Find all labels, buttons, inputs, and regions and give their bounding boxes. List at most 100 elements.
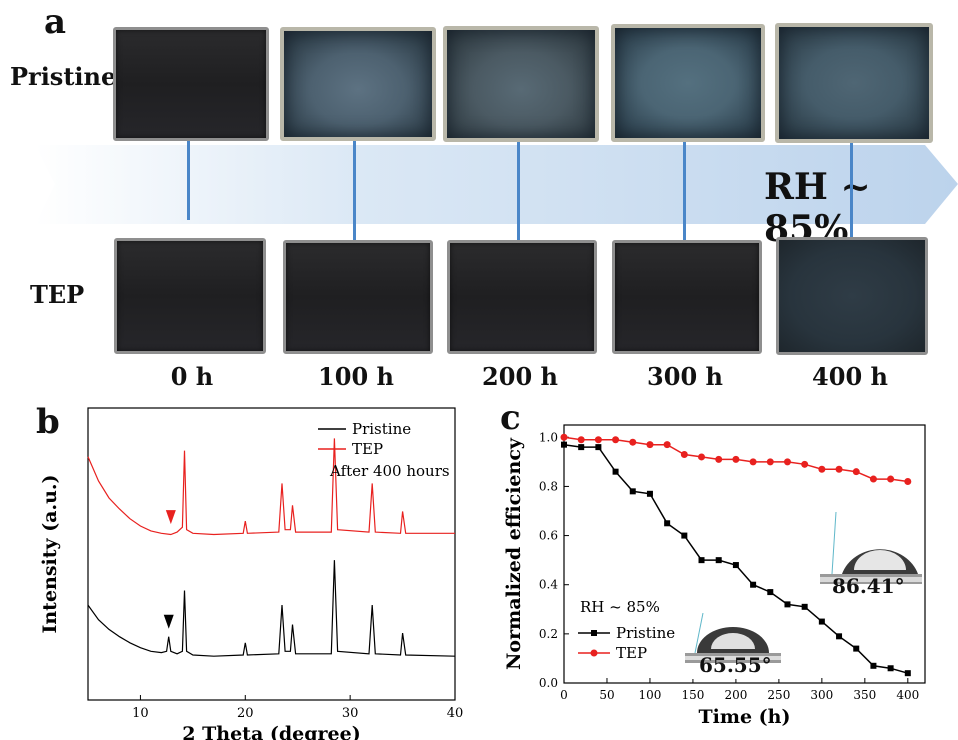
y-tick-label: 0.6 bbox=[539, 529, 558, 543]
series-tep-point bbox=[904, 478, 912, 486]
series-pristine-point bbox=[887, 665, 894, 672]
series-tep-point bbox=[663, 441, 671, 449]
sample-tep-0h bbox=[114, 238, 266, 354]
x-tick-label: 100 bbox=[638, 688, 661, 702]
x-tick-label: 0 bbox=[560, 688, 568, 702]
series-pristine-peak-arrow bbox=[163, 614, 174, 629]
legend-marker-tep bbox=[590, 649, 598, 657]
x-tick-label: 50 bbox=[599, 688, 614, 702]
series-tep-point bbox=[783, 458, 791, 466]
annotation-after-400h: After 400 hours bbox=[329, 462, 450, 480]
droplet-image-pristine bbox=[685, 613, 781, 663]
sample-pristine-400h bbox=[775, 23, 933, 143]
series-tep-point bbox=[594, 436, 602, 444]
x-tick-label: 30 bbox=[342, 706, 359, 721]
legend-title: RH ~ 85% bbox=[580, 598, 660, 616]
x-axis-label: Time (h) bbox=[699, 706, 791, 728]
x-tick-label: 300 bbox=[810, 688, 833, 702]
sample-pristine-200h bbox=[443, 26, 599, 142]
plot-frame bbox=[563, 424, 926, 684]
sample-tep-100h bbox=[283, 240, 433, 354]
contact-angle-inset-tep: 86.41° bbox=[820, 512, 922, 600]
series-pristine-point bbox=[561, 441, 567, 448]
series-tep-point bbox=[766, 458, 774, 466]
series-pristine-point bbox=[767, 589, 774, 596]
plot-frame bbox=[87, 407, 456, 701]
series-tep-point bbox=[869, 475, 877, 483]
series-tep-point bbox=[852, 468, 860, 476]
sample-tep-400h bbox=[776, 237, 928, 355]
legend-label-tep: TEP bbox=[616, 644, 647, 662]
time-label-300h: 300 h bbox=[647, 362, 723, 391]
series-tep-line bbox=[87, 438, 455, 536]
series-tep-point bbox=[560, 433, 568, 441]
contact-angle-inset-pristine: 65.55° bbox=[685, 613, 781, 679]
sample-tep-300h bbox=[612, 240, 762, 354]
time-label-100h: 100 h bbox=[318, 362, 394, 391]
panel-a-letter: a bbox=[44, 2, 67, 42]
connector-200h bbox=[517, 132, 520, 240]
x-tick-label: 150 bbox=[681, 688, 704, 702]
series-pristine-point bbox=[801, 603, 808, 610]
series-tep-point bbox=[698, 453, 706, 461]
x-tick-label: 250 bbox=[767, 688, 790, 702]
series-pristine-point bbox=[818, 618, 825, 625]
x-tick-label: 40 bbox=[447, 706, 464, 721]
series-pristine-point bbox=[629, 488, 636, 495]
sample-pristine-0h bbox=[113, 27, 269, 141]
y-tick-label: 0.2 bbox=[539, 627, 558, 641]
efficiency-chart: 0 50 100 150 200 250 300 350 400 0.0 0.2 0.4 0.6 0.8 1… bbox=[503, 424, 926, 728]
series-tep-point bbox=[646, 441, 654, 449]
connector-400h bbox=[850, 135, 853, 240]
series-pristine-point bbox=[612, 468, 619, 475]
timeline-arrow-shape bbox=[35, 145, 958, 224]
series-tep-peak-arrow bbox=[165, 510, 176, 525]
row-label-tep: TEP bbox=[30, 280, 85, 309]
panel-c-letter: c bbox=[500, 398, 521, 438]
series-tep-point bbox=[612, 436, 620, 444]
series-pristine-point bbox=[646, 490, 653, 497]
x-tick-label: 350 bbox=[853, 688, 876, 702]
y-tick-label: 0.8 bbox=[539, 479, 558, 493]
legend-label-tep: TEP bbox=[352, 440, 383, 458]
series-tep-point bbox=[887, 475, 895, 483]
series-tep-point bbox=[749, 458, 757, 466]
series-pristine-point bbox=[681, 532, 688, 539]
series-pristine-point bbox=[870, 662, 877, 669]
row-label-pristine: Pristine bbox=[10, 62, 117, 91]
contact-angle-pristine-value: 65.55° bbox=[699, 653, 772, 677]
series-pristine-point bbox=[698, 557, 705, 564]
x-tick-label: 20 bbox=[237, 706, 254, 721]
y-tick-label: 0.4 bbox=[539, 578, 558, 592]
series-tep-point bbox=[835, 465, 843, 473]
sample-tep-200h bbox=[447, 240, 597, 354]
y-tick-label: 1.0 bbox=[539, 430, 558, 444]
x-tick-label: 10 bbox=[132, 706, 149, 721]
y-tick-label: 0.0 bbox=[539, 676, 558, 690]
sample-pristine-100h bbox=[280, 27, 436, 141]
series-pristine-point bbox=[732, 562, 739, 569]
series-pristine-point bbox=[595, 444, 602, 451]
x-axis-label: 2 Theta (degree) bbox=[182, 723, 360, 740]
x-tick-label: 400 bbox=[896, 688, 919, 702]
series-tep-point bbox=[680, 450, 688, 458]
series-tep-point bbox=[715, 455, 723, 463]
series-pristine-point bbox=[836, 633, 843, 640]
xrd-chart: 10 20 30 40 2 Theta (degree) Intensity (a.u.)… bbox=[39, 407, 464, 740]
series-pristine-point bbox=[715, 557, 722, 564]
series-tep-point bbox=[801, 460, 809, 468]
time-label-0h: 0 h bbox=[170, 362, 214, 391]
series-pristine-point bbox=[904, 670, 911, 677]
connector-0h bbox=[187, 135, 190, 220]
series-pristine-line bbox=[87, 560, 456, 657]
contact-angle-tep-value: 86.41° bbox=[832, 574, 905, 598]
legend-marker-pristine bbox=[591, 630, 597, 636]
sample-pristine-300h bbox=[611, 24, 765, 142]
connector-300h bbox=[683, 132, 686, 240]
droplet-image-tep bbox=[820, 512, 922, 584]
connector-100h bbox=[353, 132, 356, 240]
series-pristine-point bbox=[853, 645, 860, 652]
panel-b-letter: b bbox=[36, 402, 60, 442]
y-axis-label: Normalized efficiency bbox=[503, 437, 525, 670]
